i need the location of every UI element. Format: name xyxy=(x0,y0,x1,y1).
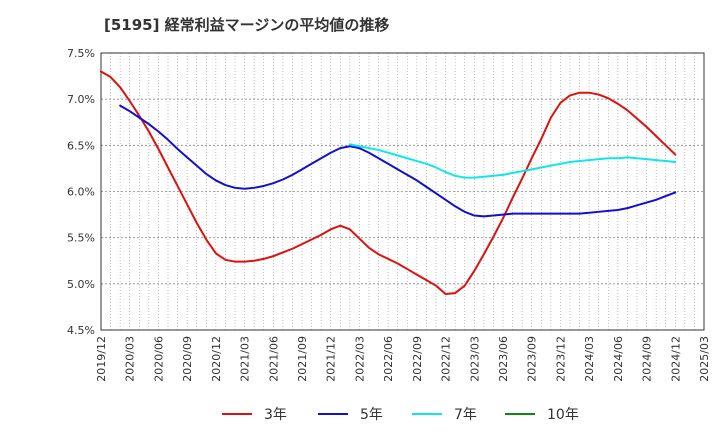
x-tick-label: 2020/12 xyxy=(210,336,223,382)
x-tick-label: 2022/03 xyxy=(353,336,366,382)
y-tick-label: 5.0% xyxy=(67,278,95,291)
legend: 3年 5年 7年 10年 xyxy=(222,407,579,423)
x-tick-label: 2020/06 xyxy=(152,336,165,382)
x-tick-label: 2024/06 xyxy=(612,336,625,382)
x-tick-label: 2023/06 xyxy=(497,336,510,382)
y-axis: 4.5% 5.0% 5.5% 6.0% 6.5% 7.0% 7.5% xyxy=(67,47,95,337)
x-tick-label: 2024/03 xyxy=(583,336,596,382)
x-tick-label: 2019/12 xyxy=(95,336,108,382)
y-tick-label: 4.5% xyxy=(67,324,95,337)
y-tick-label: 5.5% xyxy=(67,232,95,245)
x-axis: 2019/12 2020/03 2020/06 2020/09 2020/12 2021/… xyxy=(95,336,711,382)
x-tick-label: 2024/12 xyxy=(669,336,682,382)
y-tick-label: 6.0% xyxy=(67,186,95,199)
legend-label: 10年 xyxy=(547,407,579,423)
x-tick-label: 2020/03 xyxy=(124,336,137,382)
legend-label: 3年 xyxy=(264,407,287,423)
x-tick-label: 2023/03 xyxy=(468,336,481,382)
series-line xyxy=(348,143,677,179)
x-tick-label: 2020/09 xyxy=(181,336,194,382)
legend-label: 7年 xyxy=(454,407,477,423)
x-tick-label: 2021/03 xyxy=(239,336,252,382)
series-line xyxy=(100,70,677,295)
x-tick-label: 2021/09 xyxy=(296,336,309,382)
series-layer xyxy=(100,70,677,295)
y-tick-label: 6.5% xyxy=(67,139,95,152)
x-tick-label: 2023/12 xyxy=(554,336,567,382)
x-tick-label: 2023/09 xyxy=(526,336,539,382)
grid-layer xyxy=(101,53,704,330)
legend-label: 5年 xyxy=(360,407,383,423)
x-tick-label: 2025/03 xyxy=(698,336,711,382)
series-line xyxy=(119,104,677,218)
x-tick-label: 2021/12 xyxy=(325,336,338,382)
plot-area-frame xyxy=(100,52,705,331)
y-tick-label: 7.0% xyxy=(67,93,95,106)
chart-title: [5195] 経常利益マージンの平均値の推移 xyxy=(104,16,390,34)
x-tick-label: 2024/09 xyxy=(641,336,654,382)
x-tick-label: 2022/12 xyxy=(440,336,453,382)
x-tick-label: 2021/06 xyxy=(267,336,280,382)
x-tick-label: 2022/09 xyxy=(411,336,424,382)
y-tick-label: 7.5% xyxy=(67,47,95,60)
x-tick-label: 2022/06 xyxy=(382,336,395,382)
